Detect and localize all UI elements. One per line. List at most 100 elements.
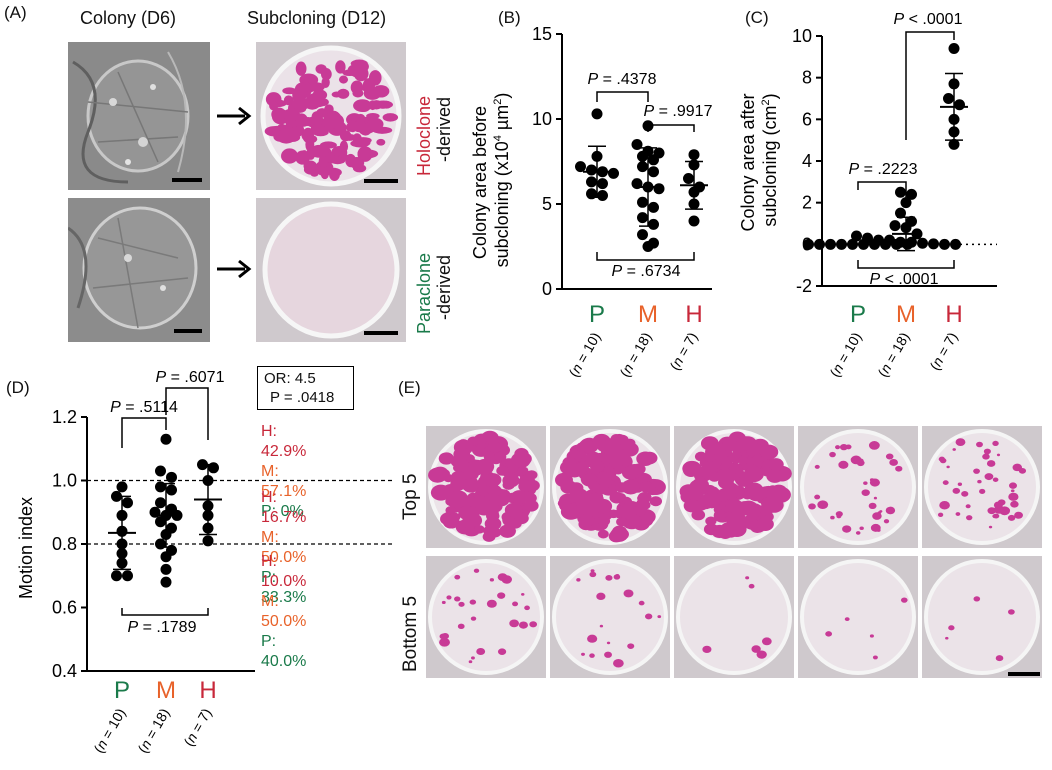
p-value-label: P = .6071 bbox=[156, 369, 225, 386]
stained-colony bbox=[716, 468, 737, 485]
top-dish-2 bbox=[550, 426, 670, 548]
stained-colony bbox=[725, 498, 743, 514]
stained-colony bbox=[521, 592, 525, 596]
stained-colony bbox=[966, 515, 973, 521]
panel-a-col-left-title: Colony (D6) bbox=[80, 8, 177, 28]
or-value: OR: 4.5 bbox=[264, 370, 316, 387]
data-point bbox=[575, 161, 586, 173]
data-point bbox=[688, 215, 700, 227]
group-label: H bbox=[685, 301, 702, 328]
stained-colony bbox=[576, 578, 581, 582]
data-point bbox=[939, 238, 950, 250]
stained-colony bbox=[855, 531, 861, 535]
stained-colony bbox=[729, 463, 743, 474]
p-rest: = .1789 bbox=[138, 619, 196, 636]
data-point bbox=[895, 207, 906, 219]
stained-colony bbox=[597, 529, 609, 539]
stained-colony bbox=[579, 514, 595, 527]
stained-colony bbox=[482, 531, 496, 542]
p-rest: = .2223 bbox=[859, 161, 917, 178]
stained-colony bbox=[885, 506, 896, 515]
stained-colony bbox=[721, 439, 738, 452]
data-point bbox=[900, 197, 912, 209]
stained-colony bbox=[977, 479, 982, 484]
stained-colony bbox=[497, 592, 506, 599]
band-below-0.8: H: 10.0% M: 50.0% P: 40.0% bbox=[261, 552, 306, 672]
stained-colony bbox=[604, 651, 612, 658]
stained-colony bbox=[338, 75, 349, 84]
stained-colony bbox=[337, 88, 350, 99]
y-tick-label: 0.8 bbox=[52, 534, 77, 554]
panel-a-col-right-title: Subcloning (D12) bbox=[247, 8, 387, 28]
stained-colony bbox=[748, 583, 755, 589]
y-tick-label: 0 bbox=[542, 279, 552, 299]
y-tick-label: 2 bbox=[802, 193, 812, 213]
stained-colony bbox=[504, 502, 523, 517]
data-point bbox=[862, 232, 873, 244]
data-point bbox=[637, 229, 648, 241]
stained-colony bbox=[955, 512, 961, 516]
y-tick-label: 0.6 bbox=[52, 598, 77, 618]
data-point bbox=[586, 176, 597, 188]
band-line: M: 50.0% bbox=[261, 529, 307, 566]
bracket-m-h bbox=[647, 124, 695, 132]
stained-colony bbox=[861, 489, 870, 497]
data-point bbox=[954, 99, 965, 111]
chart-b: Colony area before subcloning (x104 µm2)… bbox=[470, 24, 713, 380]
dish-plate bbox=[428, 559, 544, 675]
stained-colony bbox=[984, 473, 994, 481]
stained-colony bbox=[589, 653, 595, 658]
stained-colony bbox=[768, 458, 784, 471]
stained-colony bbox=[458, 506, 476, 520]
stained-colony bbox=[746, 485, 767, 502]
stained-colony bbox=[362, 78, 376, 92]
stained-colony bbox=[582, 473, 598, 486]
stained-colony bbox=[835, 445, 841, 450]
data-point bbox=[586, 164, 597, 176]
stained-colony bbox=[598, 476, 613, 488]
stained-colony bbox=[682, 460, 702, 477]
stained-colony bbox=[839, 443, 848, 451]
stained-colony bbox=[453, 458, 469, 472]
group-label: M bbox=[156, 677, 176, 704]
n-italic: n bbox=[93, 737, 111, 752]
data-point bbox=[688, 149, 700, 161]
group-label: H bbox=[945, 301, 962, 328]
stained-colony bbox=[515, 452, 532, 466]
n-italic: n bbox=[137, 737, 155, 752]
data-point bbox=[202, 535, 214, 547]
stained-colony bbox=[817, 500, 829, 509]
stained-colony bbox=[523, 499, 539, 512]
bottom-dish-5 bbox=[922, 556, 1042, 678]
derived-word: -derived bbox=[434, 96, 454, 162]
stained-colony bbox=[836, 514, 842, 519]
stained-colony bbox=[325, 151, 335, 163]
data-point bbox=[166, 471, 177, 483]
scale-bar bbox=[172, 178, 202, 182]
data-point bbox=[948, 138, 960, 150]
stained-colony bbox=[895, 465, 903, 472]
y-axis-label: Motion index bbox=[16, 497, 36, 599]
stained-colony bbox=[306, 135, 318, 143]
p-value-label: P = .6734 bbox=[612, 263, 681, 280]
bracket-p-m bbox=[121, 417, 167, 448]
bracket-p-m bbox=[596, 91, 649, 102]
stained-colony bbox=[596, 592, 606, 601]
data-point bbox=[637, 150, 648, 162]
stained-colony bbox=[1018, 467, 1027, 474]
data-point bbox=[943, 93, 954, 104]
stained-colony bbox=[372, 126, 393, 134]
stained-colony bbox=[825, 631, 833, 637]
colony-micrograph-paraclone bbox=[68, 198, 210, 342]
stained-colony bbox=[939, 501, 950, 510]
stained-colony bbox=[621, 513, 642, 530]
stained-colony bbox=[602, 438, 621, 454]
stained-colony bbox=[615, 574, 620, 578]
stained-colony bbox=[691, 509, 706, 521]
y-tick-label: 1.0 bbox=[52, 471, 77, 491]
stained-colony bbox=[1007, 609, 1015, 615]
stained-colony bbox=[647, 486, 659, 496]
stained-colony bbox=[1010, 489, 1015, 493]
stained-colony bbox=[952, 487, 961, 494]
stained-colony bbox=[900, 597, 908, 603]
